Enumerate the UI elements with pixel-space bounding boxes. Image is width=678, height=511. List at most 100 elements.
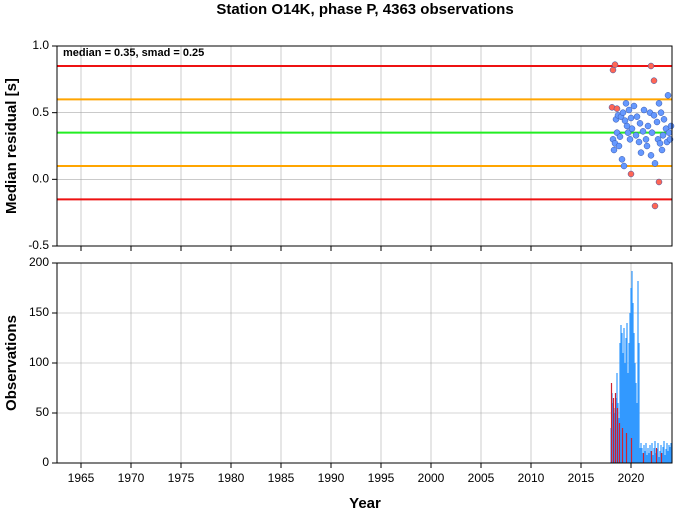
point: [611, 61, 619, 68]
point: [625, 106, 633, 114]
bar: [653, 448, 655, 463]
bar: [663, 441, 665, 463]
point: [640, 106, 648, 114]
point: [632, 132, 640, 139]
y-tick-label: 150: [29, 305, 49, 319]
bar: [622, 353, 624, 463]
point: [627, 114, 635, 122]
bar: [635, 383, 637, 463]
bar: [612, 398, 615, 463]
point: [656, 140, 664, 147]
bar: [628, 343, 630, 463]
x-tick-label: 2020: [618, 471, 645, 485]
y-tick-label: 100: [29, 355, 49, 369]
bar: [633, 333, 635, 463]
bar: [619, 343, 621, 463]
point: [653, 118, 661, 126]
bar: [649, 445, 651, 463]
point: [633, 113, 641, 120]
bar: [623, 328, 625, 463]
point: [660, 116, 668, 123]
bar: [666, 443, 668, 463]
point: [665, 129, 673, 136]
bar: [668, 445, 670, 463]
point: [639, 128, 647, 135]
bar: [659, 451, 661, 463]
bar: [640, 443, 642, 463]
point: [658, 146, 666, 154]
point: [650, 77, 658, 84]
annotation: median = 0.35, smad = 0.25: [63, 47, 204, 59]
bar: [645, 443, 647, 463]
bar: [647, 448, 649, 463]
bar: [658, 457, 660, 463]
point: [619, 109, 627, 116]
y-axis-label: Observations: [3, 315, 20, 411]
x-tick-label: 2000: [418, 471, 445, 485]
point: [643, 142, 651, 150]
plot-frame: [56, 45, 673, 247]
point: [647, 152, 655, 159]
bar: [634, 363, 636, 463]
point: [644, 122, 652, 130]
point: [613, 105, 621, 112]
bar: [654, 441, 656, 463]
chart-title: Station O14K, phase P, 4363 observations: [216, 1, 513, 18]
bar: [631, 271, 633, 463]
bar: [660, 453, 663, 463]
point: [642, 136, 650, 143]
bar: [616, 408, 619, 463]
bar: [625, 433, 628, 463]
bar: [618, 423, 621, 463]
bar: [641, 448, 643, 463]
bar: [614, 393, 617, 463]
bar: [670, 443, 672, 463]
x-tick-label: 2015: [568, 471, 595, 485]
y-tick-label: 200: [29, 255, 49, 269]
point: [620, 162, 628, 170]
point: [626, 136, 634, 143]
y-tick-label: 50: [36, 405, 50, 419]
x-tick-label: 1980: [218, 471, 245, 485]
point: [648, 129, 656, 136]
point: [623, 122, 631, 130]
point: [635, 138, 643, 146]
bar: [637, 281, 639, 463]
x-tick-label: 1995: [368, 471, 395, 485]
bar: [662, 447, 664, 463]
point: [627, 170, 635, 178]
bar: [642, 453, 645, 463]
point: [637, 149, 645, 156]
point: [650, 112, 658, 119]
point: [624, 129, 632, 136]
bar: [639, 448, 641, 463]
point: [636, 120, 644, 127]
point: [628, 125, 636, 132]
y-tick-label: 0.5: [32, 105, 49, 119]
bar: [665, 449, 667, 463]
bar: [667, 451, 669, 463]
x-tick-label: 2005: [468, 471, 495, 485]
point: [622, 100, 630, 107]
point: [651, 160, 659, 167]
bar: [638, 343, 640, 463]
bar: [624, 363, 626, 463]
bar: [621, 428, 624, 463]
bar: [610, 383, 613, 463]
point: [647, 62, 655, 70]
point: [618, 156, 626, 163]
plot-frame: [56, 262, 673, 464]
bar: [621, 333, 623, 463]
x-axis-label: Year: [349, 495, 381, 511]
x-tick-label: 2010: [518, 471, 545, 485]
bar: [627, 373, 629, 463]
y-tick-label: 0: [42, 455, 49, 469]
bar: [626, 323, 628, 463]
y-tick-label: 0.0: [32, 172, 49, 186]
point: [616, 133, 624, 140]
bar: [655, 448, 658, 463]
bar: [652, 455, 654, 463]
point: [655, 100, 663, 107]
bar: [664, 455, 666, 463]
